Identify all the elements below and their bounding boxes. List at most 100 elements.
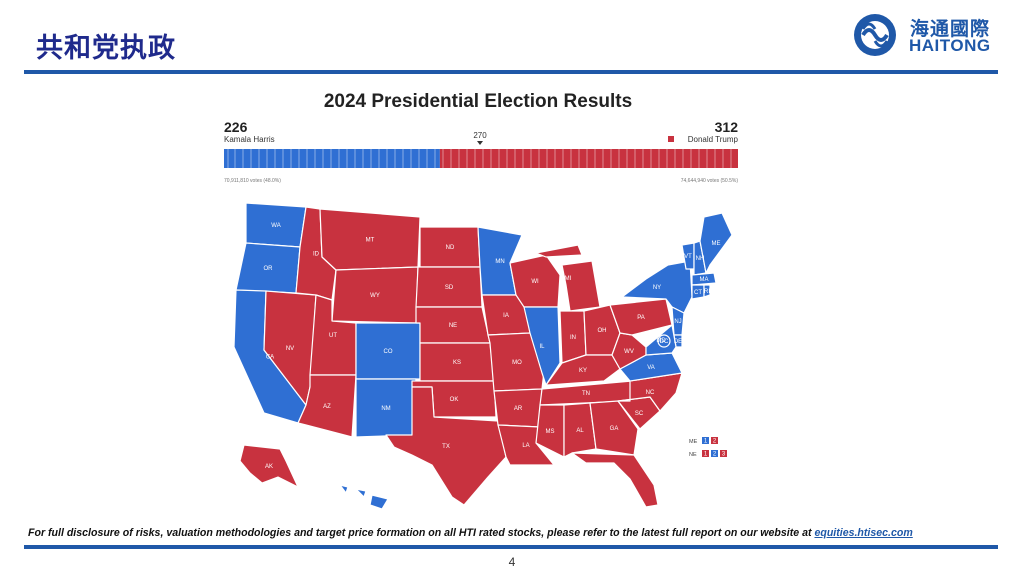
split-ne-box-1: [702, 450, 709, 457]
figure-title: 2024 Presidential Election Results: [324, 91, 632, 112]
footer-divider: [24, 545, 998, 549]
split-ne-box-2: [711, 450, 718, 457]
header-divider: [24, 70, 998, 74]
state-label-ky: KY: [579, 368, 587, 374]
haitong-logo: 海通國際 HAITONG: [851, 12, 1001, 58]
trump-legend-swatch: [668, 136, 674, 142]
state-label-ia: IA: [503, 313, 509, 319]
disclaimer-text: For full disclosure of risks, valuation …: [28, 527, 815, 539]
state-label-dc: DC: [660, 339, 669, 345]
bar-republican-segment: [439, 149, 738, 168]
threshold-marker-icon: [477, 141, 483, 145]
split-ne-box-3: [720, 450, 727, 457]
state-ma: [691, 272, 717, 286]
split-ne-box-2-text: 2: [713, 452, 717, 458]
state-label-ga: GA: [610, 426, 619, 432]
bar-democrat-segment: [224, 149, 440, 168]
state-label-ok: OK: [450, 397, 459, 403]
state-az: [297, 374, 357, 438]
harris-electoral-votes: 226: [224, 119, 248, 135]
state-tx: [385, 386, 507, 506]
split-me-box-1-text: 1: [704, 439, 708, 445]
state-label-nh: NH: [696, 256, 705, 262]
split-me-box-2-text: 2: [713, 439, 717, 445]
state-label-nm: NM: [381, 406, 390, 412]
state-ga: [589, 400, 639, 456]
state-label-pa: PA: [637, 315, 645, 321]
state-label-nv: NV: [286, 346, 294, 352]
state-label-ny: NY: [653, 285, 661, 291]
state-ak: [239, 444, 299, 488]
split-ne-box-1-text: 1: [704, 452, 708, 458]
state-label-ks: KS: [453, 360, 461, 366]
state-label-va: VA: [647, 365, 655, 371]
harris-popular-vote: 70,911,810 votes (48.0%): [224, 178, 281, 184]
state-label-sd: SD: [445, 285, 454, 291]
state-label-tn: TN: [582, 391, 590, 397]
disclaimer: For full disclosure of risks, valuation …: [28, 527, 913, 539]
state-label-al: AL: [576, 428, 584, 434]
state-nc: [617, 372, 683, 412]
state-label-md: MD: [656, 338, 666, 344]
state-label-mn: MN: [495, 259, 504, 265]
election-results-figure: 2024 Presidential Election Results 226 K…: [206, 85, 751, 522]
state-label-vt: VT: [684, 254, 692, 260]
state-label-ar: AR: [514, 406, 523, 412]
split-me-box-1: [702, 437, 709, 444]
state-hi: [339, 484, 389, 510]
split-me-box-2: [711, 437, 718, 444]
split-me-label: ME: [689, 439, 698, 445]
state-label-ak: AK: [265, 464, 273, 470]
state-label-mo: MO: [512, 360, 522, 366]
slide-title: 共和党执政: [36, 33, 176, 64]
state-label-wi: WI: [531, 279, 539, 285]
trump-popular-vote: 74,644,940 votes (50.5%): [681, 178, 739, 184]
state-fl: [571, 452, 659, 508]
state-label-in: IN: [570, 335, 576, 341]
state-label-oh: OH: [598, 328, 607, 334]
state-label-ri: RI: [704, 289, 710, 295]
electoral-vote-bar: [224, 149, 738, 168]
state-label-ct: CT: [694, 290, 702, 296]
trump-name: Donald Trump: [688, 135, 739, 144]
state-mi: [535, 244, 601, 312]
threshold-label: 270: [473, 131, 487, 140]
state-label-ne: NE: [449, 323, 457, 329]
split-vote-legend: ME 1 2 NE 1 2 3: [689, 437, 727, 458]
state-label-de: DE: [674, 339, 682, 345]
state-label-wv: WV: [624, 349, 634, 355]
state-al: [563, 402, 597, 458]
state-label-sc: SC: [635, 411, 644, 417]
state-me: [699, 212, 733, 274]
state-label-ut: UT: [329, 333, 337, 339]
state-label-nc: NC: [646, 390, 655, 396]
state-label-tx: TX: [442, 444, 450, 450]
state-label-nj: NJ: [674, 319, 681, 325]
state-dc: [657, 334, 671, 348]
state-label-ca: CA: [266, 355, 274, 361]
logo-name-en: HAITONG: [909, 36, 991, 55]
state-label-me: ME: [712, 241, 721, 247]
us-map: [233, 202, 733, 510]
state-label-co: CO: [384, 349, 393, 355]
state-label-mi: MI: [565, 276, 572, 282]
state-label-id: ID: [313, 252, 320, 258]
state-label-il: IL: [539, 344, 545, 350]
state-label-fl: FL: [611, 478, 619, 484]
state-label-ma: MA: [700, 277, 709, 283]
website-link[interactable]: equities.htisec.com: [814, 527, 913, 539]
split-ne-label: NE: [689, 452, 697, 458]
state-label-mt: MT: [366, 238, 375, 244]
state-label-or: OR: [264, 266, 274, 272]
state-label-az: AZ: [323, 404, 331, 410]
state-label-nd: ND: [446, 245, 455, 251]
state-label-wy: WY: [370, 293, 380, 299]
state-pa: [609, 298, 673, 336]
state-ri: [703, 284, 711, 298]
state-label-wa: WA: [271, 223, 280, 229]
split-ne-box-3-text: 3: [722, 452, 726, 458]
harris-name: Kamala Harris: [224, 135, 275, 144]
logo-name-zh: 海通國際: [910, 18, 991, 40]
haitong-logo-mark-icon: [854, 14, 896, 56]
trump-electoral-votes: 312: [715, 119, 739, 135]
